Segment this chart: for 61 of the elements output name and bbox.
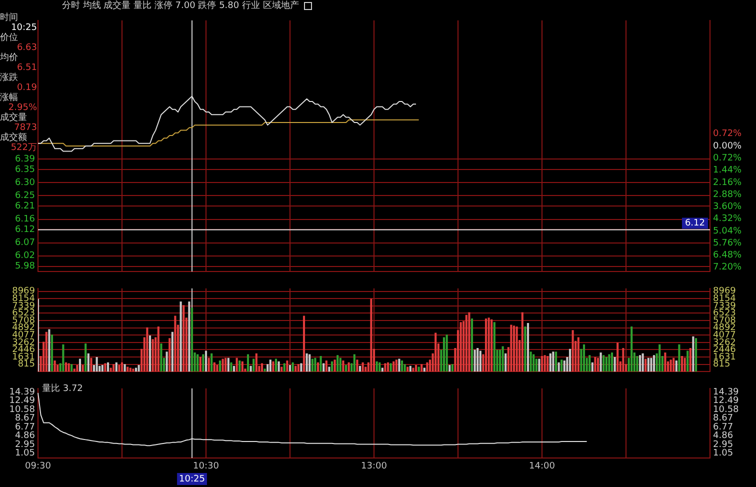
- text: 涨幅: [0, 93, 19, 103]
- y2-tick-label: 0.72%: [713, 153, 742, 164]
- y2-tick-label: 6.77: [713, 422, 734, 432]
- chart-title: 分时 均线 成交量 量比 涨停 7.00 跌停 5.80 行业 区域地产: [62, 1, 299, 11]
- x-tick-label: 09:30: [25, 461, 52, 472]
- y2-tick-label: 0.72%: [713, 129, 742, 140]
- y2-tick-label: 5.76%: [713, 238, 742, 248]
- y2-tick-label: 6.48%: [713, 250, 742, 261]
- y2-tick-label: 1.44%: [713, 166, 742, 176]
- y2-tick-label: 4.32%: [713, 214, 742, 224]
- text: 成交量: [0, 113, 28, 123]
- y2-tick-label: 8.67: [713, 414, 734, 424]
- text: 时间: [0, 13, 19, 23]
- x-tick-label: 13:00: [361, 461, 388, 472]
- y-tick-label: 6.07: [14, 238, 35, 248]
- text: 成交额: [0, 133, 28, 143]
- text: 涨跌: [0, 73, 19, 83]
- y2-tick-label: 3.60%: [713, 202, 742, 212]
- y2-tick-label: 2.95: [713, 440, 734, 450]
- y2-tick-label: 815: [713, 360, 730, 370]
- y-tick-label: 14.39: [9, 387, 36, 398]
- x-tick-label: 10:30: [193, 461, 220, 472]
- y-tick-label: 12.49: [9, 396, 36, 406]
- text: 价位: [0, 33, 19, 43]
- text: 0.19: [16, 83, 37, 93]
- y-tick-label: 6.16: [14, 214, 36, 225]
- y-tick-label: 6.39: [14, 154, 36, 164]
- y-tick-label: 5.98: [14, 262, 36, 272]
- y2-tick-label: 2.16%: [713, 178, 742, 188]
- x-tick-label: 14:00: [529, 461, 556, 472]
- y2-tick-label: 4.86: [713, 431, 734, 442]
- text: 6.63: [16, 43, 37, 53]
- y-tick-label: 6.12: [14, 225, 35, 236]
- text: 10:25: [11, 23, 37, 33]
- y2-tick-label: 2.88%: [713, 190, 742, 200]
- y-tick-label: 6.35: [14, 164, 35, 175]
- y-tick-label: 6.30: [14, 178, 36, 188]
- y2-tick-label: 0.00%: [713, 141, 742, 152]
- text: 522万: [10, 143, 37, 153]
- chart-title: 量比 3.72: [42, 382, 83, 395]
- y2-tick-label: 5.04%: [713, 226, 742, 236]
- y2-tick-label: 1.05: [713, 448, 734, 459]
- y-tick-label: 815: [18, 360, 35, 370]
- text: 6.51: [16, 63, 37, 73]
- y-tick-label: 4.86: [14, 431, 36, 442]
- y2-tick-label: 12.49: [713, 396, 740, 406]
- text: 均价: [0, 53, 19, 63]
- y-tick-label: 2.95: [14, 440, 35, 450]
- y-tick-label: 10.58: [9, 404, 36, 415]
- y-tick-label: 8.67: [14, 414, 35, 424]
- ref-line-label: 6.12: [684, 218, 705, 229]
- y-tick-label: 6.02: [14, 251, 35, 262]
- y2-tick-label: 7.20%: [713, 262, 742, 273]
- y-tick-label: 6.21: [14, 202, 35, 212]
- y2-tick-label: 14.39: [713, 387, 740, 398]
- text: 2.95%: [8, 103, 37, 113]
- y-tick-label: 1.05: [14, 448, 35, 459]
- y2-tick-label: 10.58: [713, 404, 740, 415]
- text: 7873: [14, 123, 37, 133]
- y-tick-label: 6.77: [14, 422, 35, 432]
- y-tick-label: 6.25: [14, 191, 35, 202]
